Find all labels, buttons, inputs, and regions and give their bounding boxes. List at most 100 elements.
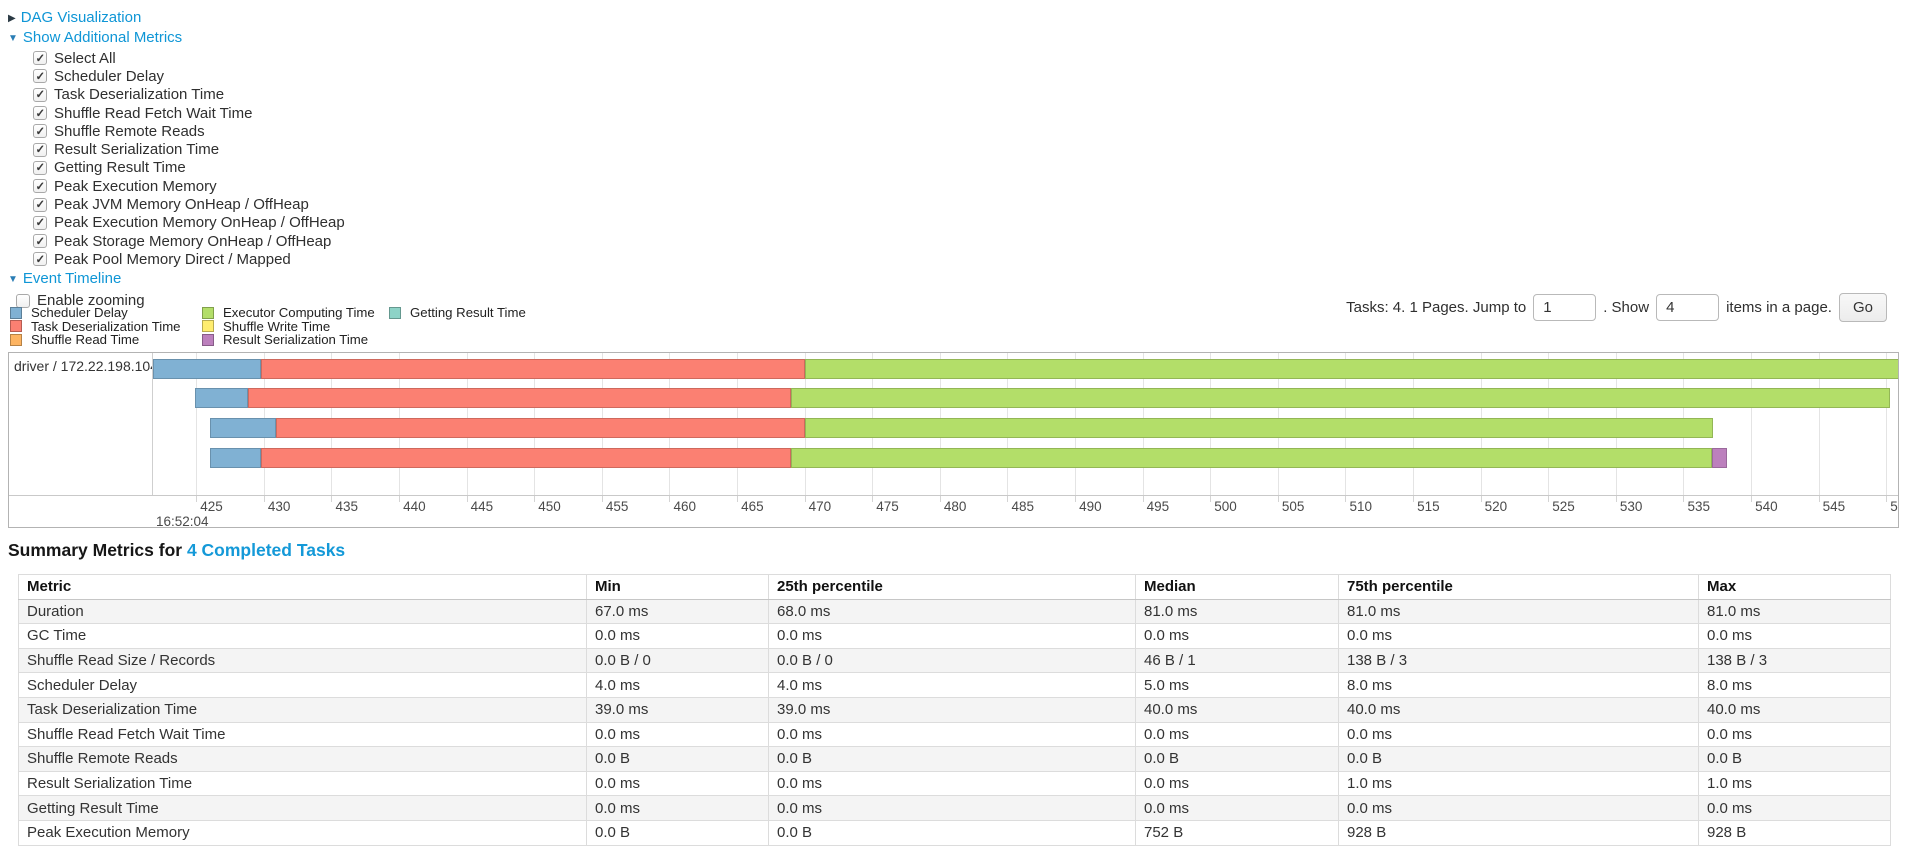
metric-checkbox-task-deserialization-time[interactable] <box>33 87 47 102</box>
task-4-segment-scheduler-delay[interactable] <box>209 448 262 468</box>
metric-value-cell: 0.0 ms <box>586 795 769 821</box>
legend-swatch-icon <box>10 306 22 319</box>
axis-tick-label: 440 <box>403 499 426 514</box>
metric-value-cell: 0.0 B <box>1338 746 1699 772</box>
metric-checkbox-shuffle-read-fetch-wait-time[interactable] <box>33 106 47 121</box>
metric-value-cell: 0.0 ms <box>1338 795 1699 821</box>
task-1-segment-executor-computing[interactable] <box>804 359 1898 379</box>
axis-tick-label: 480 <box>943 499 967 514</box>
axis-tick <box>399 496 401 502</box>
metric-label: Peak Execution Memory <box>54 177 217 195</box>
legend-item-getting-result-time: Getting Result Time <box>389 305 526 320</box>
metric-value-cell: 928 B <box>1338 819 1699 846</box>
axis-tick-label: 530 <box>1619 499 1643 514</box>
metric-checkbox-getting-result-time[interactable] <box>33 160 47 175</box>
metric-checkbox-peak-storage-memory-onheap-offheap[interactable] <box>33 234 47 249</box>
metric-option-peak-storage-memory-onheap-offheap: Peak Storage Memory OnHeap / OffHeap <box>33 232 1907 250</box>
metric-value-cell: 138 B / 3 <box>1698 647 1891 674</box>
legend-label: Scheduler Delay <box>31 305 128 321</box>
dag-visualization-toggle[interactable]: ▶ DAG Visualization <box>8 8 1907 28</box>
metric-value-cell: 40.0 ms <box>1698 696 1891 723</box>
legend-label: Result Serialization Time <box>223 332 369 348</box>
metric-checkbox-result-serialization-time[interactable] <box>33 142 47 157</box>
metric-value-cell: 8.0 ms <box>1698 672 1891 698</box>
task-1-segment-task-deserialization[interactable] <box>261 359 805 379</box>
legend-item-executor-computing-time: Executor Computing Time <box>202 305 389 320</box>
metric-label: Task Deserialization Time <box>54 86 225 104</box>
metric-value-cell: 4.0 ms <box>586 672 769 698</box>
task-3-segment-task-deserialization[interactable] <box>276 418 805 438</box>
task-3-segment-executor-computing[interactable] <box>804 418 1714 438</box>
axis-tick <box>1886 496 1888 502</box>
table-row-peak-execution-memory: Peak Execution Memory 0.0 B 0.0 B 752 B 928 … <box>18 819 1891 846</box>
metric-value-cell: 0.0 B <box>586 819 769 846</box>
column-header-75th-percentile: 75th percentile <box>1338 574 1699 600</box>
metric-value-cell: 68.0 ms <box>768 598 1136 625</box>
axis-gridline <box>1886 353 1888 495</box>
metric-checkbox-shuffle-remote-reads[interactable] <box>33 124 47 139</box>
axis-gridline <box>196 353 198 495</box>
axis-tick <box>1413 496 1415 502</box>
metric-option-peak-jvm-memory-onheap-offheap: Peak JVM Memory OnHeap / OffHeap <box>33 195 1907 213</box>
metric-value-cell: 81.0 ms <box>1135 598 1339 625</box>
metric-checkbox-peak-execution-memory-onheap-offheap[interactable] <box>33 215 47 230</box>
metric-checkbox-scheduler-delay[interactable] <box>33 69 47 84</box>
task-4-segment-result-serialization[interactable] <box>1711 448 1727 468</box>
axis-gridline <box>1751 353 1753 495</box>
metric-value-cell: 0.0 ms <box>1135 795 1339 821</box>
axis-tick-label: 525 <box>1552 499 1575 514</box>
axis-tick <box>1210 496 1212 502</box>
dag-visualization-label: DAG Visualization <box>20 9 142 26</box>
pagination-tasks-text: Tasks: 4. 1 Pages. Jump to <box>1346 299 1527 316</box>
pagination-show-text: . Show <box>1603 299 1650 316</box>
task-2-segment-task-deserialization[interactable] <box>247 388 792 408</box>
legend-item-result-serialization-time: Result Serialization Time <box>202 332 389 348</box>
jump-to-page-input[interactable] <box>1533 294 1597 321</box>
task-1-segment-scheduler-delay[interactable] <box>153 359 262 379</box>
event-timeline-toggle[interactable]: ▼ Event Timeline <box>8 269 1907 289</box>
column-header-25th-percentile: 25th percentile <box>768 574 1136 600</box>
items-per-page-input[interactable] <box>1656 294 1720 321</box>
metric-name-cell: Duration <box>18 598 587 625</box>
metric-value-cell: 0.0 ms <box>768 770 1136 797</box>
metric-name-cell: GC Time <box>18 623 587 649</box>
page-controls: ▶ DAG Visualization ▼ Show Additional Metr… <box>0 0 1907 310</box>
go-button[interactable]: Go <box>1838 293 1887 322</box>
axis-major-time-label: 16:52:04 <box>156 514 209 528</box>
legend-label: Task Deserialization Time <box>31 318 181 334</box>
completed-tasks-link[interactable]: 4 Completed Tasks <box>186 540 346 560</box>
metric-value-cell: 0.0 ms <box>1135 623 1339 649</box>
axis-tick <box>534 496 536 502</box>
show-additional-metrics-label: Show Additional Metrics <box>22 29 183 46</box>
task-4-segment-executor-computing[interactable] <box>791 448 1712 468</box>
metric-option-select-all: Select All <box>33 49 1907 67</box>
show-additional-metrics-toggle[interactable]: ▼ Show Additional Metrics <box>8 28 1907 48</box>
task-4-segment-task-deserialization[interactable] <box>261 448 792 468</box>
task-2-segment-scheduler-delay[interactable] <box>194 388 248 408</box>
metric-label: Getting Result Time <box>54 159 186 177</box>
metric-checkbox-peak-execution-memory[interactable] <box>33 179 47 194</box>
legend-label: Shuffle Write Time <box>223 318 331 334</box>
metric-name-cell: Scheduler Delay <box>18 672 587 698</box>
axis-tick <box>196 496 198 502</box>
metric-checkbox-select-all[interactable] <box>33 51 47 66</box>
axis-tick-label: 510 <box>1349 499 1372 514</box>
metric-value-cell: 0.0 ms <box>1135 721 1339 748</box>
axis-tick-label: 540 <box>1755 499 1778 514</box>
task-3-segment-scheduler-delay[interactable] <box>209 418 277 438</box>
axis-tick <box>1007 496 1009 502</box>
metric-checkbox-peak-pool-memory-direct-mapped[interactable] <box>33 252 47 267</box>
metric-value-cell: 4.0 ms <box>768 672 1136 698</box>
task-2-segment-executor-computing[interactable] <box>791 388 1891 408</box>
enable-zooming-checkbox[interactable] <box>16 293 30 308</box>
legend-column: Getting Result Time <box>389 305 526 347</box>
metric-value-cell: 0.0 B <box>1135 746 1339 772</box>
axis-tick <box>1277 496 1279 502</box>
metric-value-cell: 0.0 B <box>768 819 1136 846</box>
table-row-task-deserialization-time: Task Deserialization Time 39.0 ms 39.0 ms 4… <box>18 696 1891 723</box>
metric-checkbox-peak-jvm-memory-onheap-offheap[interactable] <box>33 197 47 212</box>
legend-swatch-icon <box>10 333 22 346</box>
metric-name-cell: Getting Result Time <box>18 795 587 821</box>
table-row-scheduler-delay: Scheduler Delay 4.0 ms 4.0 ms 5.0 ms 8.0 ms 8… <box>18 672 1891 698</box>
metric-value-cell: 5.0 ms <box>1135 672 1339 698</box>
